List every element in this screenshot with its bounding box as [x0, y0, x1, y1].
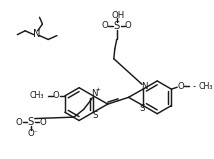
Text: ⁻: ⁻ — [34, 130, 38, 136]
Text: O: O — [125, 21, 132, 31]
Text: N: N — [141, 82, 147, 91]
Text: -: - — [193, 82, 196, 91]
Text: N: N — [91, 89, 98, 97]
Text: +: + — [96, 87, 101, 92]
Text: CH₃: CH₃ — [198, 82, 213, 91]
Text: O: O — [16, 118, 23, 127]
Text: O: O — [102, 21, 108, 31]
Text: S: S — [114, 21, 120, 31]
Text: S: S — [28, 117, 34, 127]
Text: OH: OH — [111, 11, 124, 20]
Text: CH₃: CH₃ — [29, 91, 44, 100]
Text: O: O — [178, 82, 184, 91]
Text: S: S — [139, 104, 145, 113]
Text: O: O — [39, 118, 46, 127]
Text: N: N — [33, 29, 40, 39]
Text: O: O — [53, 91, 59, 100]
Text: S: S — [92, 111, 98, 120]
Text: O: O — [27, 128, 34, 138]
